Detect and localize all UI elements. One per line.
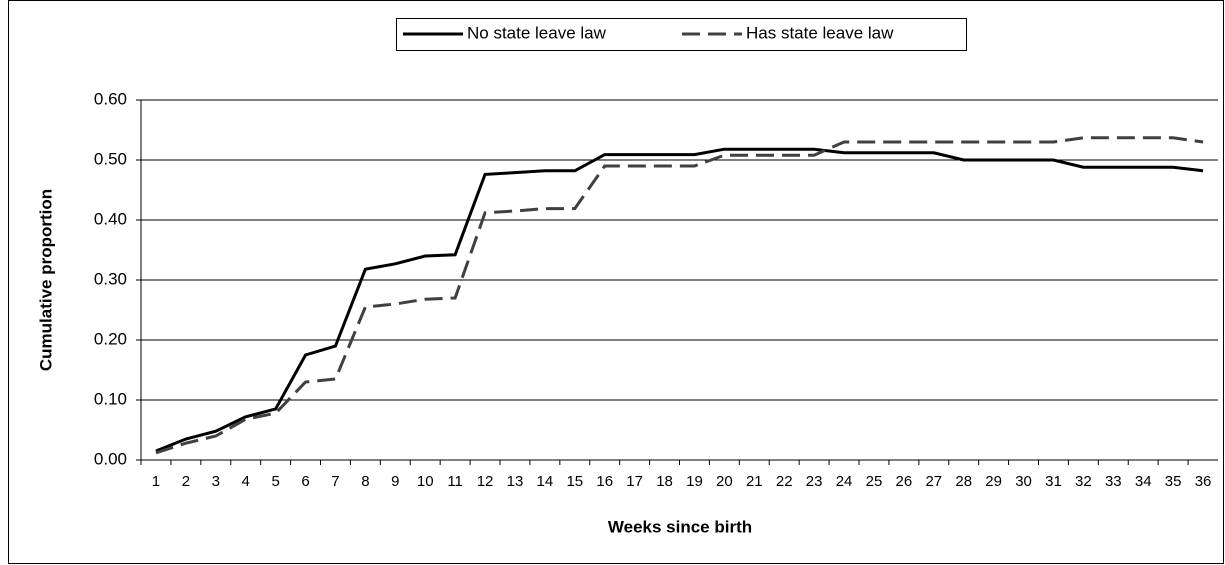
x-tick-label: 16 <box>596 473 613 490</box>
x-tick-label: 35 <box>1165 473 1182 490</box>
y-tick-label: 0.30 <box>94 269 127 288</box>
x-tick-label: 10 <box>417 473 434 490</box>
x-tick-label: 27 <box>925 473 942 490</box>
x-tick-label: 29 <box>985 473 1002 490</box>
y-tick-label: 0.10 <box>94 389 127 408</box>
x-tick-label: 1 <box>152 473 160 490</box>
x-tick-label: 31 <box>1045 473 1062 490</box>
x-tick-label: 3 <box>212 473 220 490</box>
x-tick-label: 17 <box>626 473 643 490</box>
y-tick-label: 0.50 <box>94 149 127 168</box>
x-tick-label: 36 <box>1195 473 1212 490</box>
y-axis-label: Cumulative proportion <box>36 189 55 371</box>
x-tick-label: 25 <box>866 473 883 490</box>
x-tick-label: 5 <box>271 473 279 490</box>
series-line <box>155 147 1204 453</box>
x-tick-label: 4 <box>242 473 250 490</box>
y-tick-label: 0.60 <box>94 89 127 108</box>
x-tick-label: 23 <box>806 473 823 490</box>
x-tick-label: 15 <box>566 473 583 490</box>
x-tick-label: 33 <box>1105 473 1122 490</box>
x-tick-label: 34 <box>1135 473 1152 490</box>
legend-label: No state leave law <box>467 23 607 42</box>
x-tick-label: 21 <box>746 473 763 490</box>
x-tick-label: 20 <box>716 473 733 490</box>
x-tick-label: 32 <box>1075 473 1092 490</box>
x-tick-label: 2 <box>182 473 190 490</box>
x-tick-label: 28 <box>955 473 972 490</box>
x-tick-label: 22 <box>776 473 793 490</box>
x-tick-label: 13 <box>507 473 524 490</box>
y-tick-label: 0.20 <box>94 329 127 348</box>
x-tick-label: 18 <box>656 473 673 490</box>
x-tick-label: 26 <box>896 473 913 490</box>
x-axis-label: Weeks since birth <box>608 517 752 536</box>
x-tick-label: 30 <box>1015 473 1032 490</box>
legend-label: Has state leave law <box>746 23 894 42</box>
y-tick-label: 0.00 <box>94 449 127 468</box>
x-tick-label: 9 <box>391 473 399 490</box>
series-line <box>155 136 1204 455</box>
x-tick-label: 8 <box>361 473 369 490</box>
x-tick-label: 6 <box>301 473 309 490</box>
x-tick-label: 12 <box>477 473 494 490</box>
x-tick-label: 7 <box>331 473 339 490</box>
x-tick-label: 14 <box>537 473 554 490</box>
x-tick-label: 11 <box>447 473 463 490</box>
chart-frame <box>8 0 1224 564</box>
x-tick-label: 24 <box>836 473 853 490</box>
x-tick-label: 19 <box>686 473 703 490</box>
legend <box>396 18 967 51</box>
y-tick-label: 0.40 <box>94 209 127 228</box>
